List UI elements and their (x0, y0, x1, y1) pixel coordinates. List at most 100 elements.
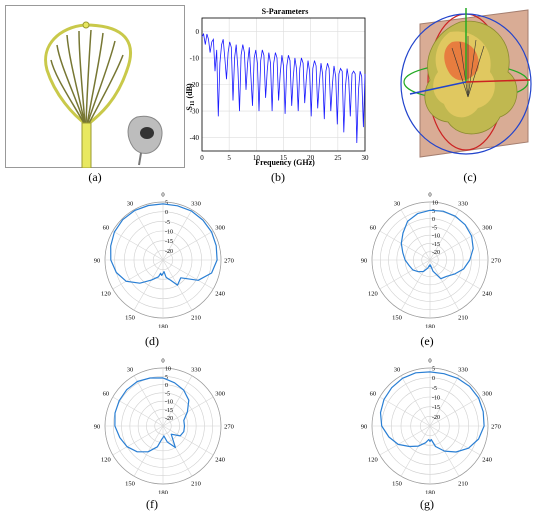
chart-b-ylabel-unit: (dB) (185, 83, 194, 100)
polar-angle-label: 240 (482, 291, 492, 298)
polar-spoke (379, 259, 431, 290)
polar-angle-label: 90 (361, 258, 368, 265)
polar-spoke (162, 230, 214, 261)
polar-radial-label: 5 (165, 201, 168, 207)
polar-spoke (400, 259, 431, 311)
polar-radial-label: 10 (165, 367, 171, 373)
polar-angle-label: 0 (428, 192, 431, 199)
chart-b-grid (201, 18, 366, 151)
polar-angle-label: 210 (191, 315, 201, 322)
panel-a (5, 5, 185, 173)
polar-radial-label: 0 (165, 210, 168, 216)
polar-angle-label: 0 (428, 358, 431, 365)
polar-spoke (112, 396, 164, 427)
polar-angle-label: 30 (127, 366, 134, 373)
polar-radial-label: -10 (432, 234, 440, 240)
polar-angle-label: 270 (224, 424, 234, 431)
polar-pattern-line (379, 371, 485, 453)
polar-radial-label: -10 (165, 400, 173, 406)
chart-b-series-line (201, 32, 366, 144)
polar-spoke (162, 209, 193, 261)
polar-spoke (133, 209, 164, 261)
polar-angle-label: 60 (103, 225, 110, 232)
polar-spoke (133, 375, 164, 427)
chart-b-xtick-label: 30 (362, 154, 370, 162)
polar-radial-label: -5 (165, 220, 170, 226)
polar-angle-label: 210 (191, 481, 201, 488)
polar-spoke (162, 425, 214, 456)
polar-spoke (379, 230, 431, 261)
polar-angle-label: 240 (215, 291, 225, 298)
antenna-illustration (5, 5, 185, 169)
chart-b-ytick-label: -40 (190, 134, 200, 142)
chart-b-ylabel: S11 (dB) (185, 83, 196, 111)
polar-angle-label: 210 (458, 481, 468, 488)
polar-angle-label: 330 (458, 366, 468, 373)
caption-f: (f) (146, 497, 158, 511)
polar-angle-label: 180 (425, 490, 435, 495)
polar-pattern-line (400, 209, 474, 280)
caption-g: (g) (420, 497, 434, 511)
chart-b-ytick-label: 0 (196, 28, 200, 36)
polar-radial-label: -20 (165, 249, 173, 255)
chart-b-xtick-label: 5 (227, 154, 231, 162)
chart-b-ytick-label: -30 (190, 108, 200, 116)
polar-spoke (379, 425, 431, 456)
polar-radial-label: -20 (165, 416, 173, 422)
polar-angle-label: 300 (215, 391, 225, 398)
polar-angle-label: 60 (103, 391, 110, 398)
polar-spoke (112, 230, 164, 261)
panel-d: 0 30 60 90 120 150 180 210 240 270 300 330 5 0 -5 -10 -1… (88, 188, 238, 333)
polar-angle-label: 330 (191, 200, 201, 207)
polar-spoke (429, 209, 460, 261)
polar-spoke (429, 375, 460, 427)
polar-spoke (112, 425, 164, 456)
polar-spoke (400, 209, 431, 261)
polar-angle-label: 120 (368, 457, 378, 464)
polar-spoke (400, 375, 431, 427)
polar-radial-label: -15 (165, 239, 173, 245)
polar-spoke (162, 375, 193, 427)
polar-grid (371, 367, 489, 485)
polar-radial-label: 5 (432, 367, 435, 373)
polar-angle-label: 30 (394, 366, 401, 373)
chart-b-xtick-label: 15 (280, 154, 288, 162)
polar-angle-label: 300 (215, 225, 225, 232)
polar-radial-label: 0 (432, 376, 435, 382)
polar-angle-label: 270 (491, 424, 501, 431)
polar-angle-label: 150 (125, 481, 135, 488)
polar-spoke (429, 259, 460, 311)
chart-b-xtick-label: 25 (334, 154, 342, 162)
polar-radial-label: -5 (165, 391, 170, 397)
polar-angle-label: 120 (368, 291, 378, 298)
chart-b-ylabel-main: S (185, 106, 194, 111)
polar-grid (104, 367, 222, 485)
polar-radial-label: -15 (165, 408, 173, 414)
polar-spoke (133, 259, 164, 311)
panel-c (390, 2, 550, 172)
polar-spoke (429, 259, 481, 290)
polar-angle-label: 240 (215, 457, 225, 464)
polar-spoke (162, 259, 214, 290)
chart-b-ticks: 0 5 10 15 20 25 30 0 -10 -20 -30 -40 (190, 28, 369, 162)
chart-b-xtick-label: 0 (200, 154, 204, 162)
polar-angle-label: 300 (482, 225, 492, 232)
chart-b-xtick-label: 10 (253, 154, 261, 162)
polar-angle-label: 150 (392, 315, 402, 322)
polar-plot-d: 030609012015018021024027030033050-5-10-1… (94, 192, 234, 331)
polar-pattern-line (114, 377, 190, 453)
polar-angle-label: 240 (482, 457, 492, 464)
caption-c: (c) (463, 170, 477, 184)
polar-grid (104, 201, 222, 319)
polar-angle-label: 60 (370, 225, 377, 232)
polar-angle-label: 30 (394, 200, 401, 207)
polar-spoke (429, 425, 481, 456)
chart-b-xtick-label: 20 (307, 154, 315, 162)
panel-b: S-Parameters Frequency (GHz) S11 (dB) 0 5… (182, 2, 374, 177)
polar-angle-label: 180 (158, 490, 168, 495)
polar-spoke (379, 396, 431, 427)
polar-plot-f: 0 30 60 90 120 150 180 210 240 270 300 330 10 5 0 -5 -10… (94, 358, 234, 497)
chart-b-ytick-label: -20 (190, 81, 200, 89)
panel-f: 0 30 60 90 120 150 180 210 240 270 300 330 10 5 0 -5 -10… (88, 354, 238, 499)
polar-radial-label: -5 (432, 225, 437, 231)
